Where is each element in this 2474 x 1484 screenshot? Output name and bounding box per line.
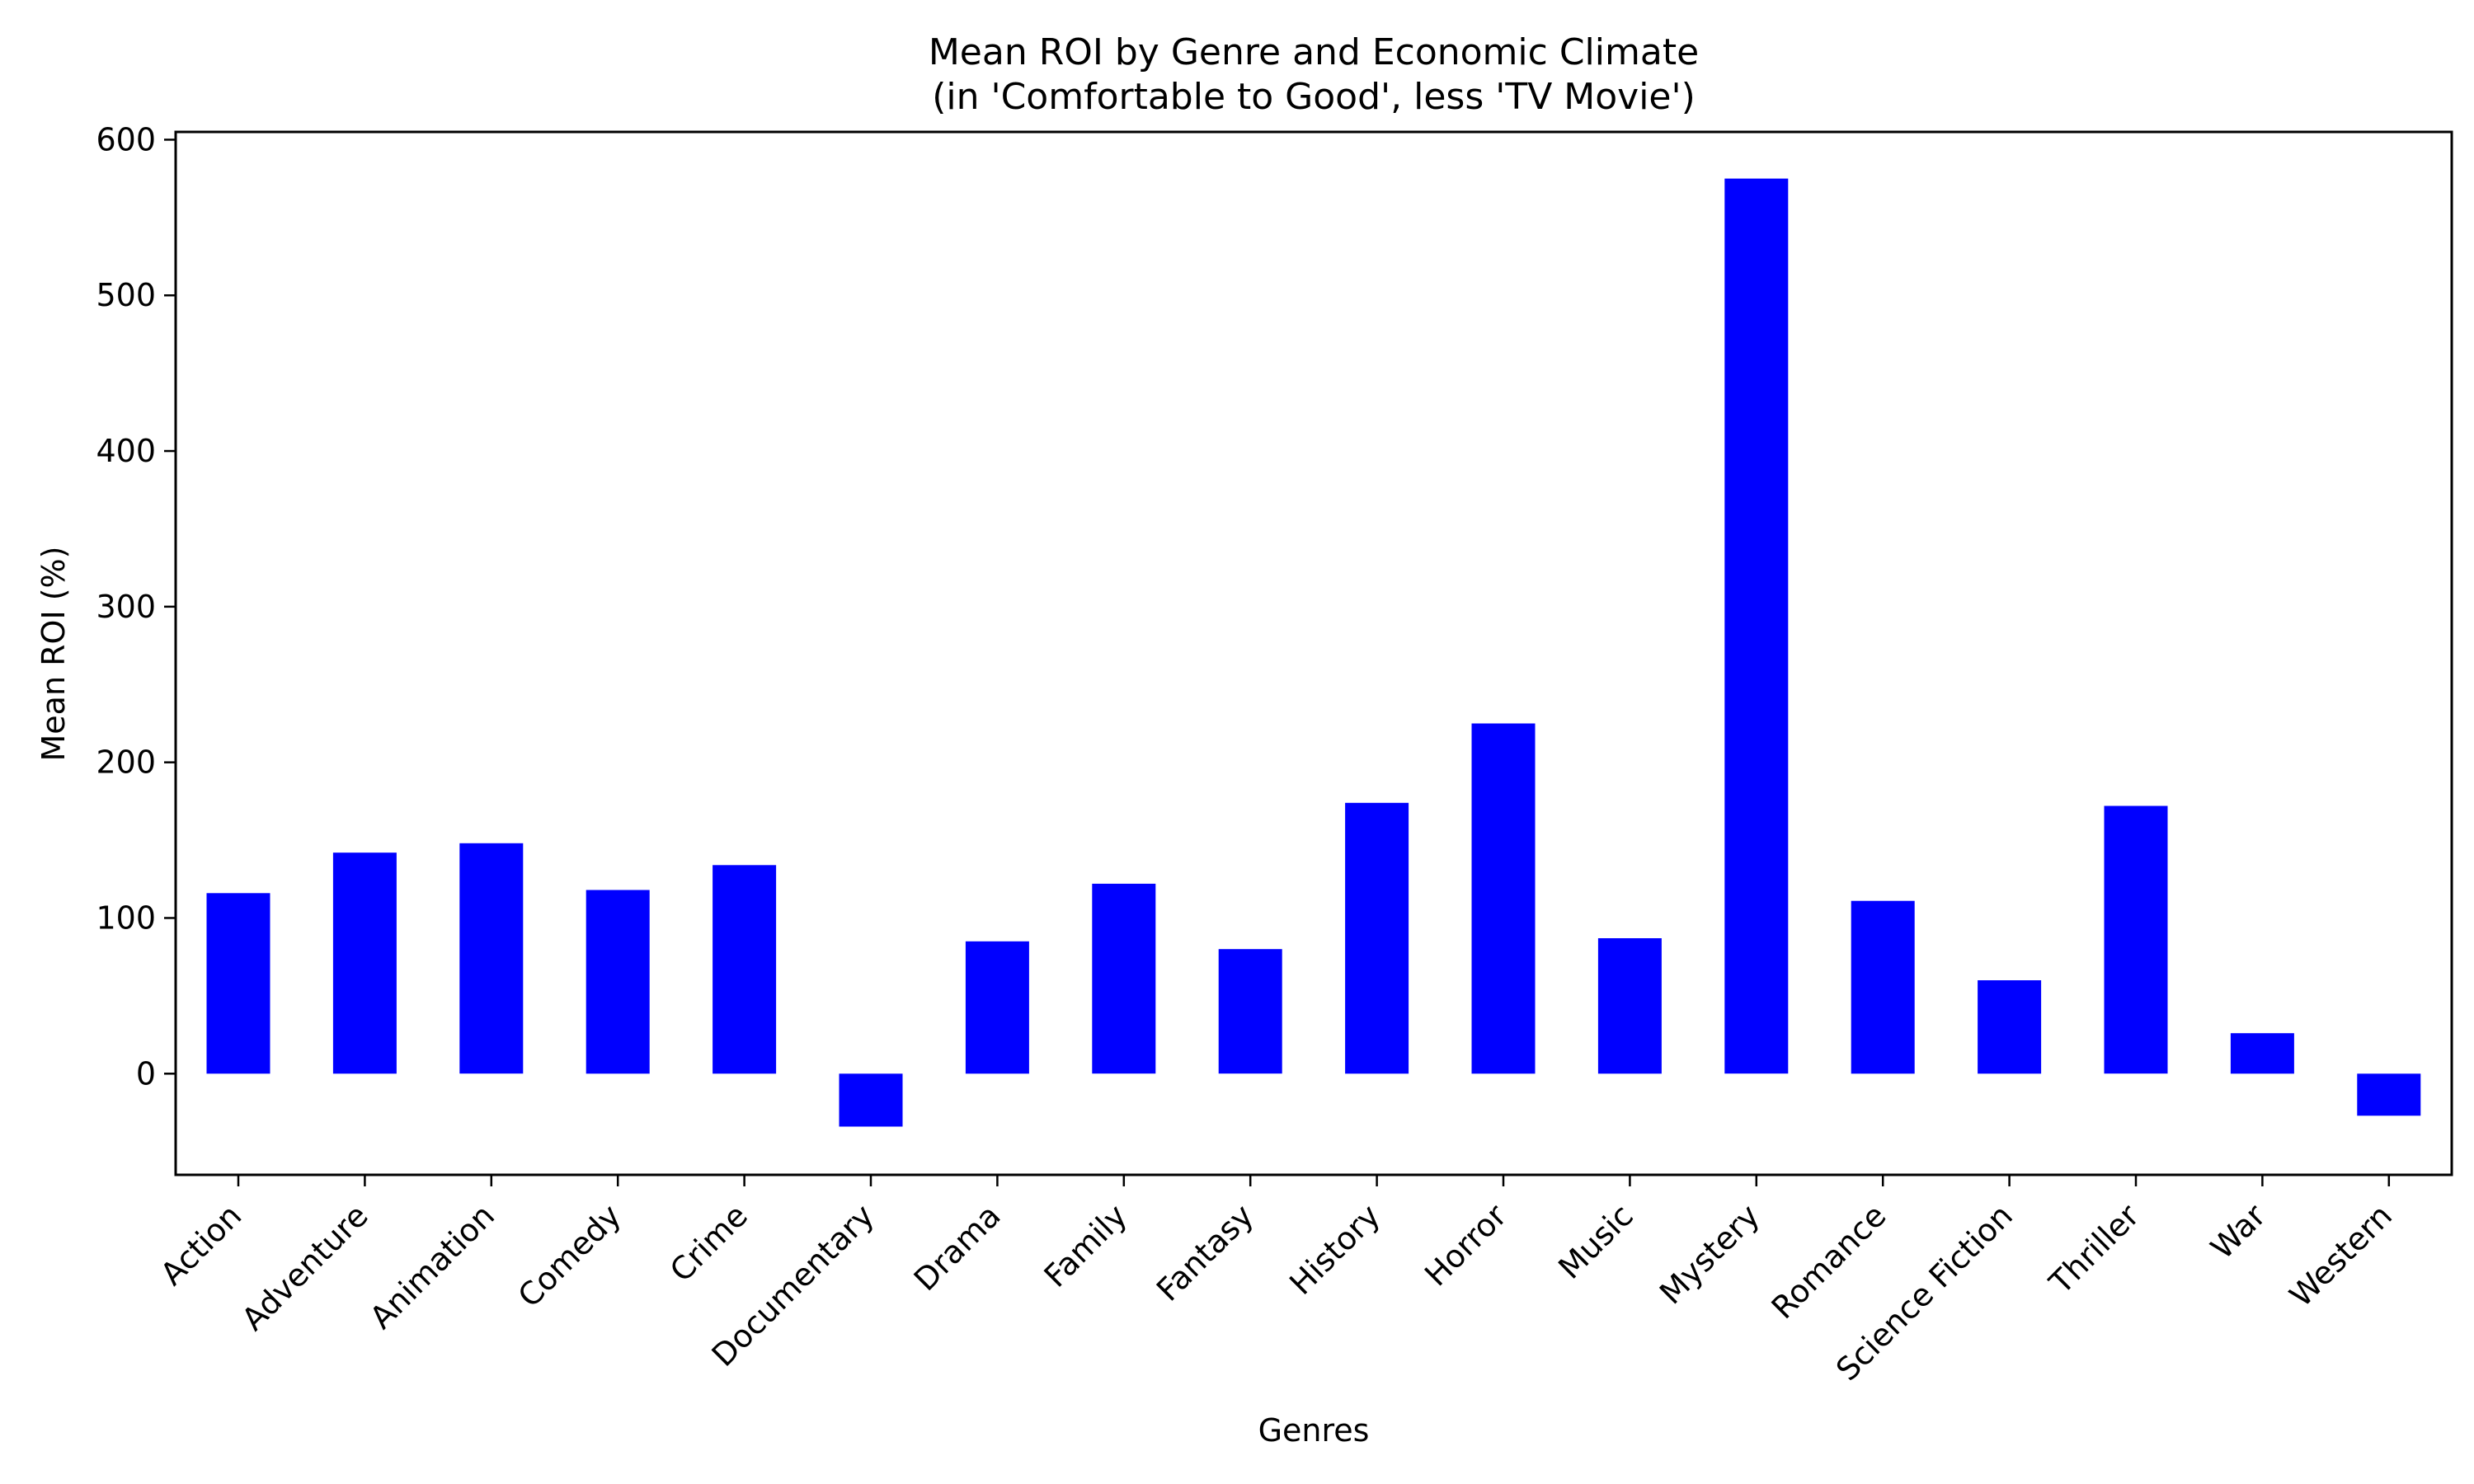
- bar-drama: [965, 941, 1029, 1074]
- chart-title: Mean ROI by Genre and Economic Climate: [929, 31, 1699, 73]
- bar-family: [1092, 883, 1156, 1074]
- bars: [206, 178, 2421, 1127]
- chart-subtitle: (in 'Comfortable to Good', less 'TV Movi…: [932, 76, 1696, 118]
- y-tick-label: 400: [96, 433, 156, 469]
- bar-crime: [713, 865, 777, 1074]
- bar-animation: [459, 843, 524, 1074]
- y-axis-ticks: 0 100 200 300 400 500 600: [96, 121, 176, 1092]
- y-tick-label: 500: [96, 277, 156, 313]
- bar-science-fiction: [1978, 980, 2042, 1074]
- bar-comedy: [586, 890, 650, 1074]
- x-axis-label: Genres: [1258, 1412, 1370, 1449]
- bar-thriller: [2104, 805, 2168, 1074]
- y-tick-label: 100: [96, 899, 156, 936]
- y-tick-label: 300: [96, 589, 156, 625]
- bar-romance: [1851, 900, 1915, 1074]
- bar-mystery: [1724, 178, 1789, 1074]
- bar-horror: [1471, 723, 1536, 1074]
- y-axis-label: Mean ROI (%): [35, 547, 72, 762]
- y-tick-label: 200: [96, 744, 156, 781]
- bar-fantasy: [1218, 949, 1282, 1074]
- bar-documentary: [839, 1073, 903, 1127]
- bar-war: [2230, 1033, 2294, 1074]
- bar-adventure: [332, 852, 397, 1074]
- bar-music: [1597, 938, 1662, 1074]
- y-tick-label: 0: [136, 1055, 156, 1092]
- bar-action: [206, 893, 270, 1074]
- plot-area-frame: [174, 130, 2453, 1176]
- bar-western: [2357, 1073, 2421, 1116]
- bar-history: [1345, 802, 1409, 1074]
- y-tick-label: 600: [96, 121, 156, 157]
